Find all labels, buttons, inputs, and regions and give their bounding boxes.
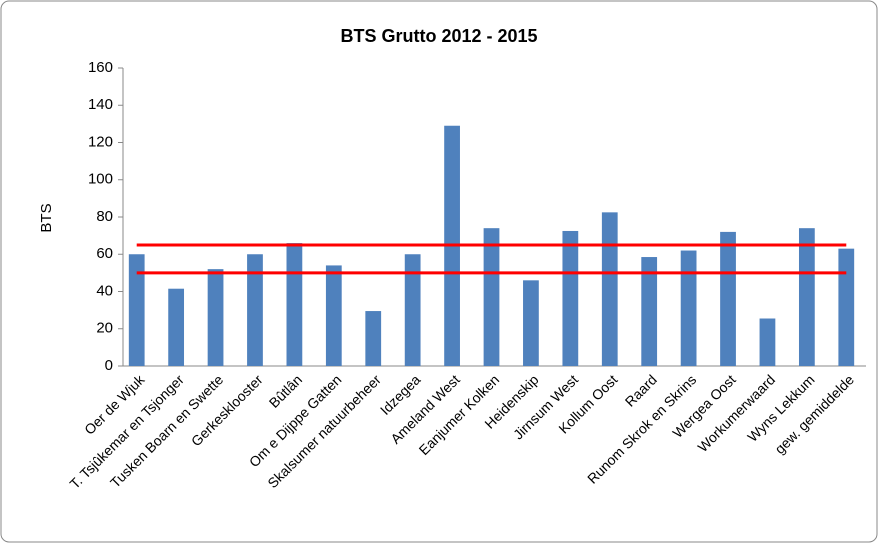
bar xyxy=(128,254,145,366)
y-tick-label: 40 xyxy=(96,282,113,299)
bar xyxy=(207,269,224,366)
y-tick-label: 160 xyxy=(88,59,113,76)
y-tick-label: 80 xyxy=(96,208,113,225)
bar xyxy=(601,212,618,366)
bar xyxy=(483,228,500,366)
y-tick-label: 60 xyxy=(96,245,113,262)
y-axis-label: BTS xyxy=(38,203,55,232)
bar xyxy=(286,243,303,366)
bar xyxy=(365,311,382,366)
chart-title: BTS Grutto 2012 - 2015 xyxy=(340,26,537,46)
bar xyxy=(168,288,185,366)
y-tick-label: 120 xyxy=(88,133,113,150)
y-tick-label: 100 xyxy=(88,171,113,188)
bar xyxy=(523,280,539,366)
bar xyxy=(247,254,263,366)
bar xyxy=(641,257,658,366)
bar xyxy=(325,265,342,366)
y-tick-label: 140 xyxy=(88,96,113,113)
y-tick-label: 0 xyxy=(105,357,113,374)
bar xyxy=(404,254,421,366)
bar xyxy=(759,318,776,366)
bar xyxy=(562,230,579,366)
bar xyxy=(720,231,736,366)
bar xyxy=(838,248,855,366)
y-tick-label: 20 xyxy=(96,320,113,337)
bar xyxy=(680,250,697,366)
bar xyxy=(798,228,815,366)
